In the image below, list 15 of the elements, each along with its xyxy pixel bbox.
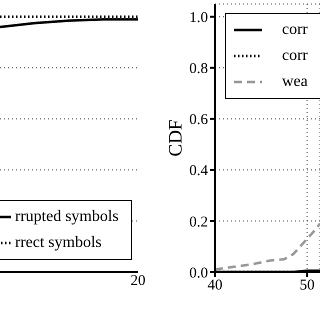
legend-label: wea: [282, 72, 308, 92]
y-axis-title: CDF: [166, 120, 187, 156]
legend-label: rrupted symbols: [15, 207, 119, 227]
x-tick-label: 50: [300, 278, 315, 294]
legend-label: rrect symbols: [15, 233, 102, 253]
y-tick-label: 0.0: [189, 265, 208, 282]
y-tick-label: 0.8: [189, 61, 208, 78]
legend-label: corr: [282, 46, 308, 66]
x-tick-label: 40: [208, 278, 222, 294]
y-tick-label: 0.4: [189, 163, 208, 180]
y-tick-label: 0.2: [189, 214, 208, 230]
y-tick-label: 0.6: [189, 112, 208, 128]
text: 20: [130, 273, 146, 290]
legend-label: corr: [282, 20, 308, 40]
y-tick-label: 1.0: [189, 10, 208, 26]
